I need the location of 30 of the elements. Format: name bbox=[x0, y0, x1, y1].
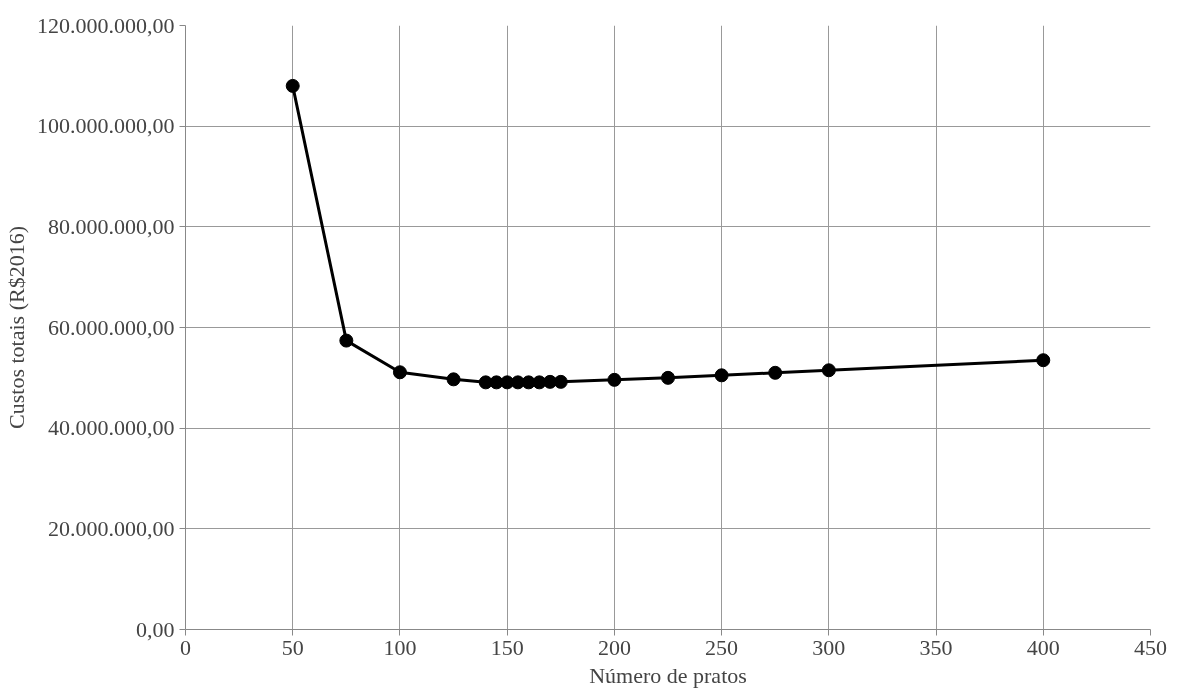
x-tick-label: 50 bbox=[281, 634, 304, 660]
y-tick-label: 0,00 bbox=[136, 616, 175, 642]
x-tick-label: 0 bbox=[180, 634, 191, 660]
point bbox=[339, 333, 354, 348]
point bbox=[392, 365, 407, 380]
y-tick-label: 80.000.000,00 bbox=[48, 213, 175, 239]
y-tick-label: 120.000.000,00 bbox=[37, 12, 175, 38]
y-tick-label: 100.000.000,00 bbox=[37, 113, 175, 139]
x-tick-label: 100 bbox=[383, 634, 417, 660]
point bbox=[553, 374, 568, 389]
y-tick-label: 60.000.000,00 bbox=[48, 314, 175, 340]
x-tick-label: 400 bbox=[1026, 634, 1060, 660]
y-tick-label: 40.000.000,00 bbox=[48, 415, 175, 441]
point bbox=[768, 365, 783, 380]
point bbox=[607, 372, 622, 387]
x-tick-label: 150 bbox=[490, 634, 524, 660]
x-tick-label: 200 bbox=[597, 634, 631, 660]
x-tick-label: 450 bbox=[1134, 634, 1167, 660]
point bbox=[714, 368, 729, 383]
y-axis-title: Custos totais (R$2016) bbox=[4, 226, 29, 429]
point bbox=[285, 78, 300, 93]
x-tick-label: 250 bbox=[705, 634, 739, 660]
point bbox=[821, 363, 836, 378]
x-tick-label: 300 bbox=[812, 634, 846, 660]
point bbox=[661, 370, 675, 385]
point bbox=[1036, 353, 1051, 368]
x-axis-title: Número de pratos bbox=[589, 662, 747, 688]
point bbox=[446, 372, 461, 387]
y-tick-label: 20.000.000,00 bbox=[48, 515, 175, 541]
x-tick-label: 350 bbox=[919, 634, 953, 660]
